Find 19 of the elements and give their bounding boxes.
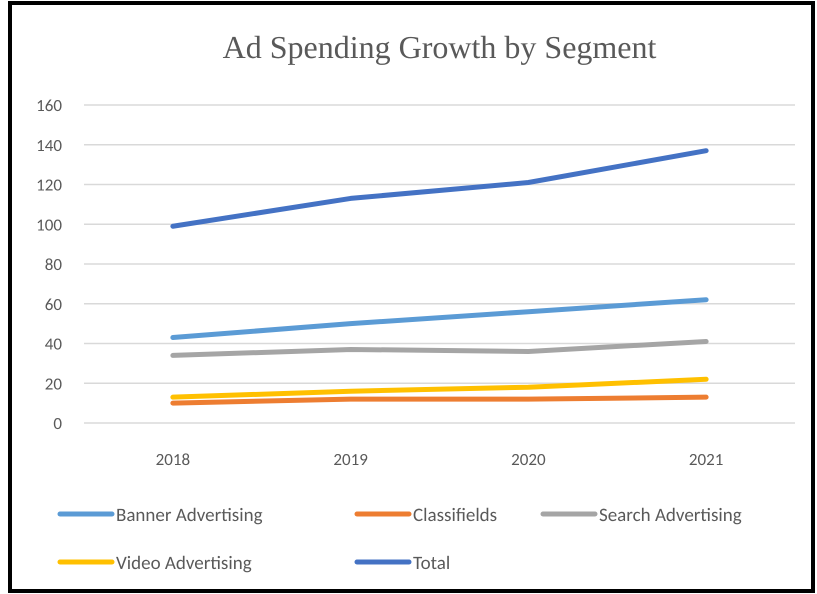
legend-label: Classifields [413, 504, 498, 527]
legend-label: Banner Advertising [116, 504, 263, 527]
y-tick-label: 160 [36, 95, 62, 116]
legend-label: Video Advertising [116, 552, 252, 575]
x-tick-label: 2021 [688, 449, 724, 470]
y-tick-label: 80 [44, 254, 62, 275]
y-tick-label: 40 [44, 334, 62, 354]
x-tick-label: 2018 [156, 449, 190, 470]
legend-label: Search Advertising [599, 504, 742, 527]
legend-label: Total [413, 552, 450, 575]
x-tick-label: 2019 [333, 449, 368, 470]
chart-title: Ad Spending Growth by Segment [222, 29, 656, 65]
y-tick-label: 60 [44, 294, 62, 315]
y-tick-label: 0 [53, 413, 62, 434]
y-tick-label: 140 [36, 134, 62, 156]
x-tick-label: 2020 [511, 449, 546, 470]
y-tick-label: 100 [36, 214, 62, 236]
y-tick-label: 20 [44, 373, 62, 394]
y-tick-label: 120 [36, 174, 62, 196]
